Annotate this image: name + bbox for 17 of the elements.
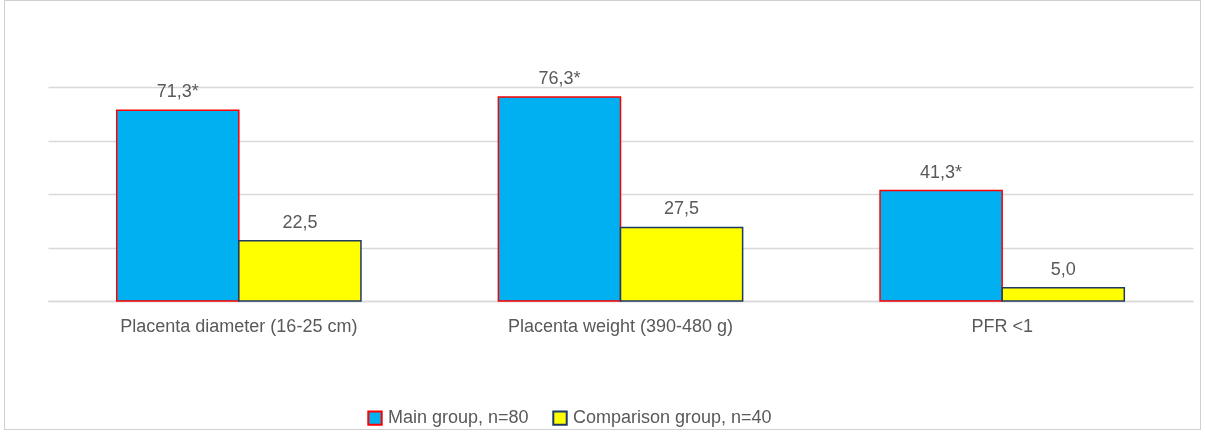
bar	[879, 189, 1003, 302]
bar	[115, 109, 240, 302]
bar	[619, 226, 744, 302]
data-label: 5,0	[1050, 258, 1076, 279]
data-label: 27,5	[664, 198, 700, 219]
data-label: 71,3*	[156, 81, 199, 102]
legend-label: Main group, n=80	[388, 407, 529, 428]
x-tick-label: PFR <1	[971, 315, 1033, 336]
bar	[497, 96, 622, 302]
legend-label: Comparison group, n=40	[573, 407, 772, 428]
data-label: 76,3*	[538, 67, 581, 88]
x-tick-label: Placenta diameter (16-25 cm)	[120, 315, 358, 336]
x-tick-label: Placenta weight (390-480 g)	[507, 315, 734, 336]
bar	[238, 240, 362, 302]
bar	[1001, 286, 1126, 302]
data-label: 22,5	[282, 211, 318, 232]
data-label: 41,3*	[920, 161, 963, 182]
